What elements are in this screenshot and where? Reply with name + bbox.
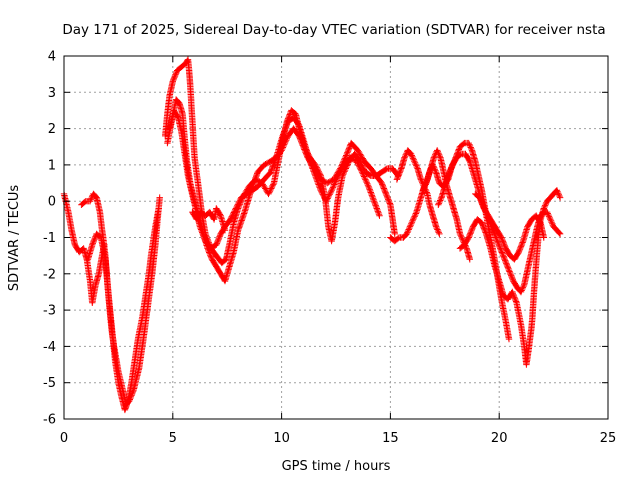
y-tick-label: -5	[43, 376, 56, 391]
series-track-m	[456, 187, 564, 368]
y-tick-label: -3	[43, 304, 56, 319]
series-track-h	[387, 183, 443, 245]
series-track-f	[166, 107, 383, 252]
data-layer	[60, 56, 564, 414]
series-trace	[189, 205, 229, 234]
y-tick-label: 4	[48, 50, 56, 65]
axis-ticks: -6 -5 -4 -3 -2 -1 0 1 2 3 4 0 5 10 15 20 25	[43, 50, 616, 447]
x-tick-label: 10	[273, 431, 290, 446]
y-tick-label: 1	[48, 158, 56, 173]
x-tick-label: 20	[491, 431, 508, 446]
x-axis-label: GPS time / hours	[282, 459, 391, 474]
y-tick-label: 3	[48, 86, 56, 101]
series-track-b	[78, 190, 163, 408]
y-tick-label: -2	[43, 267, 56, 282]
x-tick-label: 15	[382, 431, 399, 446]
series-trace	[166, 107, 383, 252]
series-trace	[84, 205, 162, 414]
y-axis-label: SDTVAR / TECUs	[7, 185, 22, 292]
series-track-c	[84, 205, 162, 414]
x-tick-label: 5	[169, 431, 177, 446]
series-trace	[78, 190, 163, 408]
series-trace	[456, 187, 564, 368]
x-tick-label: 25	[600, 431, 617, 446]
series-trace	[387, 183, 443, 245]
y-tick-label: 0	[48, 195, 56, 210]
chart-title: Day 171 of 2025, Sidereal Day-to-day VTE…	[62, 22, 605, 38]
x-tick-label: 0	[60, 431, 68, 446]
y-tick-label: -4	[43, 340, 56, 355]
y-tick-label: -1	[43, 231, 56, 246]
y-tick-label: -6	[43, 413, 56, 428]
series-track-g	[189, 205, 229, 234]
y-tick-label: 2	[48, 122, 56, 137]
